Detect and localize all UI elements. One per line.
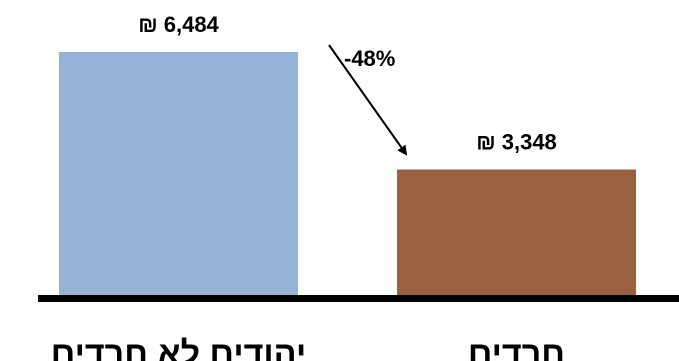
bar-1	[397, 169, 636, 295]
category-label-1: חרדים	[468, 335, 565, 361]
category-label-0: יהודים לא חרדים	[51, 335, 306, 361]
bar-value-label-1: ₪ 3,348	[476, 130, 557, 155]
bar-value-label-0: ₪ 6,484	[138, 12, 219, 37]
change-arrow	[328, 44, 408, 156]
percent-change-label: -48%	[344, 46, 395, 71]
x-axis-baseline	[38, 295, 679, 302]
bar-0	[59, 52, 298, 295]
